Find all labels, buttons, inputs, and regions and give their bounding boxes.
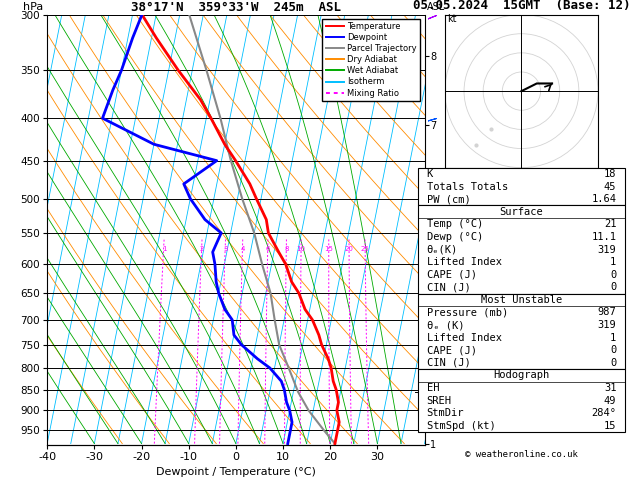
Text: Lifted Index: Lifted Index bbox=[426, 332, 501, 343]
Text: StmSpd (kt): StmSpd (kt) bbox=[426, 421, 495, 431]
Text: EH: EH bbox=[426, 383, 439, 393]
Text: 21: 21 bbox=[604, 219, 616, 229]
X-axis label: Dewpoint / Temperature (°C): Dewpoint / Temperature (°C) bbox=[156, 467, 316, 477]
Text: 8: 8 bbox=[284, 246, 289, 252]
Text: 45: 45 bbox=[604, 182, 616, 191]
Text: 6: 6 bbox=[265, 246, 270, 252]
Text: 1: 1 bbox=[610, 257, 616, 267]
Text: StmDir: StmDir bbox=[426, 408, 464, 418]
Text: Pressure (mb): Pressure (mb) bbox=[426, 308, 508, 317]
Text: 0: 0 bbox=[610, 358, 616, 368]
Text: LCL: LCL bbox=[432, 387, 450, 397]
Text: hPa: hPa bbox=[23, 2, 43, 13]
Text: Lifted Index: Lifted Index bbox=[426, 257, 501, 267]
Text: 2: 2 bbox=[200, 246, 204, 252]
Text: 31: 31 bbox=[604, 383, 616, 393]
Text: 38°17'N  359°33'W  245m  ASL: 38°17'N 359°33'W 245m ASL bbox=[131, 1, 341, 14]
Text: 1.64: 1.64 bbox=[591, 194, 616, 204]
Text: 05.05.2024  15GMT  (Base: 12): 05.05.2024 15GMT (Base: 12) bbox=[413, 0, 629, 12]
Text: CAPE (J): CAPE (J) bbox=[426, 270, 477, 280]
FancyBboxPatch shape bbox=[418, 206, 625, 294]
Text: Dewp (°C): Dewp (°C) bbox=[426, 232, 483, 242]
Text: SREH: SREH bbox=[426, 396, 452, 406]
Text: 319: 319 bbox=[598, 320, 616, 330]
Text: Surface: Surface bbox=[499, 207, 543, 217]
Text: CIN (J): CIN (J) bbox=[426, 358, 470, 368]
Text: 18: 18 bbox=[604, 169, 616, 179]
Text: 25: 25 bbox=[360, 246, 369, 252]
Text: Temp (°C): Temp (°C) bbox=[426, 219, 483, 229]
Text: 0: 0 bbox=[610, 345, 616, 355]
FancyBboxPatch shape bbox=[418, 369, 625, 432]
Text: 49: 49 bbox=[604, 396, 616, 406]
FancyBboxPatch shape bbox=[418, 168, 625, 206]
Text: Totals Totals: Totals Totals bbox=[426, 182, 508, 191]
Text: Most Unstable: Most Unstable bbox=[481, 295, 562, 305]
Text: θₑ (K): θₑ (K) bbox=[426, 320, 464, 330]
Text: CAPE (J): CAPE (J) bbox=[426, 345, 477, 355]
Text: 0: 0 bbox=[610, 270, 616, 280]
Text: 15: 15 bbox=[604, 421, 616, 431]
Text: © weatheronline.co.uk: © weatheronline.co.uk bbox=[465, 450, 578, 459]
Text: 4: 4 bbox=[240, 246, 245, 252]
Text: CIN (J): CIN (J) bbox=[426, 282, 470, 292]
Text: Hodograph: Hodograph bbox=[493, 370, 550, 381]
Text: θₑ(K): θₑ(K) bbox=[426, 244, 458, 255]
Text: kt: kt bbox=[447, 14, 456, 24]
Text: 15: 15 bbox=[325, 246, 333, 252]
Text: 987: 987 bbox=[598, 308, 616, 317]
Text: 0: 0 bbox=[610, 282, 616, 292]
Text: 10: 10 bbox=[297, 246, 306, 252]
Legend: Temperature, Dewpoint, Parcel Trajectory, Dry Adiabat, Wet Adiabat, Isotherm, Mi: Temperature, Dewpoint, Parcel Trajectory… bbox=[323, 19, 420, 101]
Text: 1: 1 bbox=[162, 246, 166, 252]
Text: km
ASL: km ASL bbox=[426, 0, 445, 13]
FancyBboxPatch shape bbox=[418, 294, 625, 369]
Text: K: K bbox=[426, 169, 433, 179]
Text: 3: 3 bbox=[223, 246, 228, 252]
Text: 284°: 284° bbox=[591, 408, 616, 418]
Text: Mixing Ratio (g/kg): Mixing Ratio (g/kg) bbox=[445, 184, 455, 276]
Text: 319: 319 bbox=[598, 244, 616, 255]
Text: PW (cm): PW (cm) bbox=[426, 194, 470, 204]
Text: 20: 20 bbox=[345, 246, 353, 252]
Text: 1: 1 bbox=[610, 332, 616, 343]
Text: 11.1: 11.1 bbox=[591, 232, 616, 242]
